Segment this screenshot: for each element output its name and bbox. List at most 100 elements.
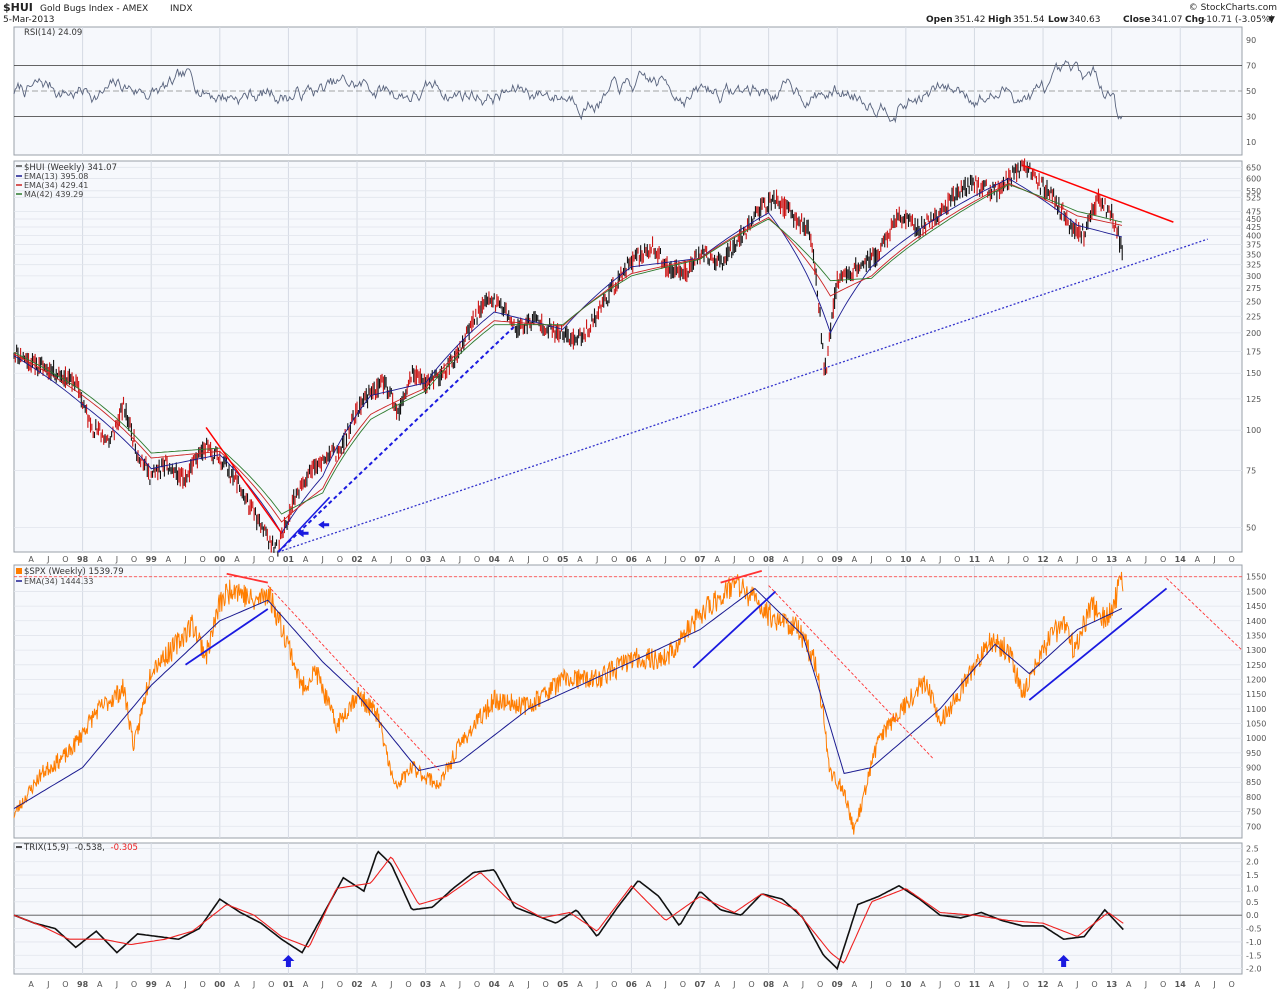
trix-year-label: 13 xyxy=(1106,980,1117,989)
trix-quarter-label: A xyxy=(577,980,583,989)
trix-pane-frame xyxy=(13,842,1243,975)
trix-quarter-label: O xyxy=(1023,980,1029,989)
spx-trendline xyxy=(1028,587,1168,701)
rsi-y-tick: 10 xyxy=(1246,138,1256,147)
spx-y-tick: 1000 xyxy=(1246,734,1266,743)
hui-quarter-label: O xyxy=(886,555,892,564)
trix-year-label: 10 xyxy=(900,980,912,989)
hui-year-label: 00 xyxy=(214,555,226,564)
trix-quarter-label: O xyxy=(474,980,480,989)
trix-title-value: -0.538, xyxy=(75,843,105,853)
hui-y-tick: 100 xyxy=(1246,426,1261,435)
trix-quarter-label: O xyxy=(886,980,892,989)
trix-y-tick: 0.0 xyxy=(1246,911,1259,920)
spx-y-tick: 1450 xyxy=(1246,602,1266,611)
hui-quarter-label: O xyxy=(1023,555,1029,564)
hui-quarter-label: J xyxy=(1144,555,1147,564)
trix-quarter-label: J xyxy=(869,980,872,989)
trix-year-label: 11 xyxy=(969,980,981,989)
hui-legend-ma42: MA(42) 439.29 xyxy=(24,190,83,199)
hui-quarter-label: J xyxy=(321,555,324,564)
spx-y-tick: 1350 xyxy=(1246,631,1266,640)
trix-quarter-label: O xyxy=(337,980,343,989)
hui-y-tick: 125 xyxy=(1246,395,1261,404)
exchange-tag: INDX xyxy=(170,4,192,14)
trix-quarter-label: J xyxy=(1144,980,1147,989)
hui-y-tick: 300 xyxy=(1246,272,1261,281)
trix-y-tick: -2.0 xyxy=(1246,965,1262,974)
spx-y-tick: 1500 xyxy=(1246,587,1266,596)
trix-quarter-label: J xyxy=(938,980,941,989)
spx-y-tick: 1550 xyxy=(1246,573,1266,582)
spx-y-tick: 1100 xyxy=(1246,705,1266,714)
spx-trendline xyxy=(1166,577,1243,651)
trix-quarter-label: O xyxy=(817,980,823,989)
trix-quarter-label: A xyxy=(234,980,240,989)
trix-quarter-label: J xyxy=(321,980,324,989)
hui-y-tick: 275 xyxy=(1246,284,1261,293)
hui-year-label: 99 xyxy=(146,555,158,564)
trix-year-label: 06 xyxy=(626,980,638,989)
trix-quarter-label: O xyxy=(405,980,411,989)
trix-quarter-label: J xyxy=(1075,980,1078,989)
index-name: Gold Bugs Index - AMEX xyxy=(40,4,148,14)
year-gridlines xyxy=(82,27,1181,974)
hui-y-tick: 425 xyxy=(1246,223,1261,232)
trix-quarter-label: J xyxy=(732,980,735,989)
hui-overlay-line xyxy=(13,178,1123,535)
spx-y-tick: 1400 xyxy=(1246,617,1266,626)
hui-quarter-label: O xyxy=(268,555,274,564)
spx-price-line xyxy=(13,571,1124,835)
trix-quarter-label: A xyxy=(1126,980,1132,989)
hui-quarter-label: A xyxy=(577,555,583,564)
trix-quarter-label: O xyxy=(131,980,137,989)
rsi-y-tick: 90 xyxy=(1246,36,1256,45)
hui-year-label: 05 xyxy=(557,555,569,564)
spx-y-tick: 1300 xyxy=(1246,646,1266,655)
hui-quarter-label: O xyxy=(1229,555,1235,564)
trix-year-label: 05 xyxy=(557,980,569,989)
spx-y-tick: 1250 xyxy=(1246,661,1266,670)
chart-header: $HUI Gold Bugs Index - AMEX INDX 5-Mar-2… xyxy=(3,1,1277,25)
trix-y-tick: 0.5 xyxy=(1246,898,1259,907)
hui-quarter-label: J xyxy=(595,555,598,564)
hui-quarter-label: J xyxy=(801,555,804,564)
trix-title-prefix: TRIX(15,9) xyxy=(23,843,69,853)
trix-quarter-label: J xyxy=(1212,980,1215,989)
hui-year-label: 10 xyxy=(900,555,912,564)
rsi-y-tick: 70 xyxy=(1246,61,1256,70)
spx-y-tick: 850 xyxy=(1246,778,1261,787)
hui-quarter-label: A xyxy=(646,555,652,564)
spx-y-tick: 1200 xyxy=(1246,675,1266,684)
spx-trendline xyxy=(692,590,777,669)
trix-quarter-label: A xyxy=(440,980,446,989)
hui-year-label: 04 xyxy=(489,555,501,564)
hui-quarter-label: A xyxy=(1057,555,1063,564)
hui-quarter-label: O xyxy=(680,555,686,564)
trix-quarter-label: A xyxy=(646,980,652,989)
trix-year-label: 08 xyxy=(763,980,775,989)
hui-y-tick: 350 xyxy=(1246,250,1261,259)
trix-quarter-label: O xyxy=(954,980,960,989)
hui-pane-title: $HUI (Weekly) 341.07 xyxy=(24,163,117,173)
trix-quarter-label: A xyxy=(783,980,789,989)
hui-year-label: 14 xyxy=(1175,555,1187,564)
spx-trendline xyxy=(267,585,440,771)
trix-y-tick: 1.5 xyxy=(1246,871,1259,880)
hui-quarter-label: A xyxy=(97,555,103,564)
trix-quarter-label: O xyxy=(268,980,274,989)
hui-quarter-label: J xyxy=(664,555,667,564)
trix-quarter-label: O xyxy=(748,980,754,989)
hui-x-axis: A J O 98 A J O 99 A J O 00 A J O 01 A J O 02 A J O 03 A J O 04 A J O 05… xyxy=(28,555,1234,564)
trix-quarter-label: O xyxy=(1091,980,1097,989)
trix-y-tick: 2.5 xyxy=(1246,844,1259,853)
hui-year-label: 03 xyxy=(420,555,431,564)
hui-quarter-label: A xyxy=(303,555,309,564)
trix-year-label: 99 xyxy=(146,980,158,989)
chart-layers: A J O 98 A J O 99 A J O 00 A J O 01 A J O 02 A J O 03 A J O 04 A J O 05… xyxy=(13,26,1266,989)
trix-quarter-label: J xyxy=(183,980,186,989)
hui-trendline xyxy=(277,238,1208,553)
hui-trendline xyxy=(205,426,283,534)
hui-year-label: 06 xyxy=(626,555,638,564)
